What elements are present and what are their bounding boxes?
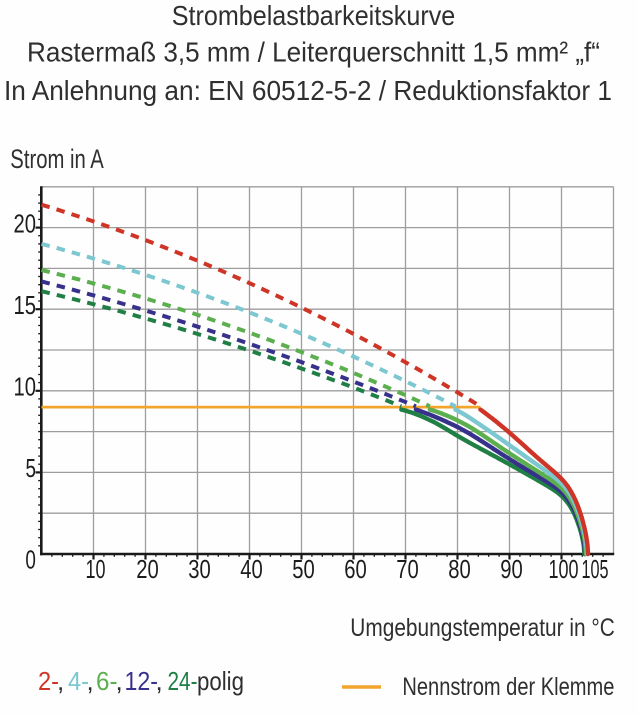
svg-text:2-: 2-	[38, 666, 59, 696]
svg-text:50: 50	[292, 554, 315, 584]
svg-text:100: 100	[549, 554, 579, 584]
svg-text:30: 30	[188, 554, 211, 584]
svg-text:80: 80	[448, 554, 471, 584]
svg-text:20: 20	[14, 208, 37, 238]
svg-text:5: 5	[26, 453, 37, 483]
svg-text:10: 10	[14, 372, 37, 402]
svg-text:polig: polig	[197, 666, 244, 696]
svg-text:Umgebungstemperatur in °C: Umgebungstemperatur in °C	[350, 614, 615, 642]
svg-text:,: ,	[87, 666, 94, 696]
svg-text:12-: 12-	[125, 666, 159, 696]
svg-text:Rastermaß 3,5 mm / Leiterquers: Rastermaß 3,5 mm / Leiterquerschnitt 1,5…	[27, 37, 600, 68]
svg-text:10: 10	[86, 554, 106, 584]
svg-text:Strombelastbarkeitskurve: Strombelastbarkeitskurve	[172, 0, 456, 31]
svg-text:24-: 24-	[168, 666, 198, 696]
svg-text:Nennstrom der Klemme: Nennstrom der Klemme	[402, 673, 614, 701]
svg-text:20: 20	[136, 554, 159, 584]
svg-text:0: 0	[25, 545, 36, 575]
svg-text:60: 60	[344, 554, 367, 584]
svg-text:,: ,	[57, 666, 64, 696]
svg-text:40: 40	[240, 554, 263, 584]
svg-text:105: 105	[582, 554, 609, 584]
svg-text:4-: 4-	[68, 666, 89, 696]
svg-text:In Anlehnung an: EN 60512-5-2: In Anlehnung an: EN 60512-5-2 / Reduktio…	[4, 75, 612, 106]
svg-text:15: 15	[14, 290, 37, 320]
svg-text:90: 90	[500, 554, 523, 584]
svg-text:Strom in A: Strom in A	[10, 144, 104, 174]
svg-text:,: ,	[156, 666, 163, 696]
svg-text:70: 70	[396, 554, 419, 584]
svg-text:,: ,	[116, 666, 123, 696]
svg-text:6-: 6-	[96, 666, 118, 696]
